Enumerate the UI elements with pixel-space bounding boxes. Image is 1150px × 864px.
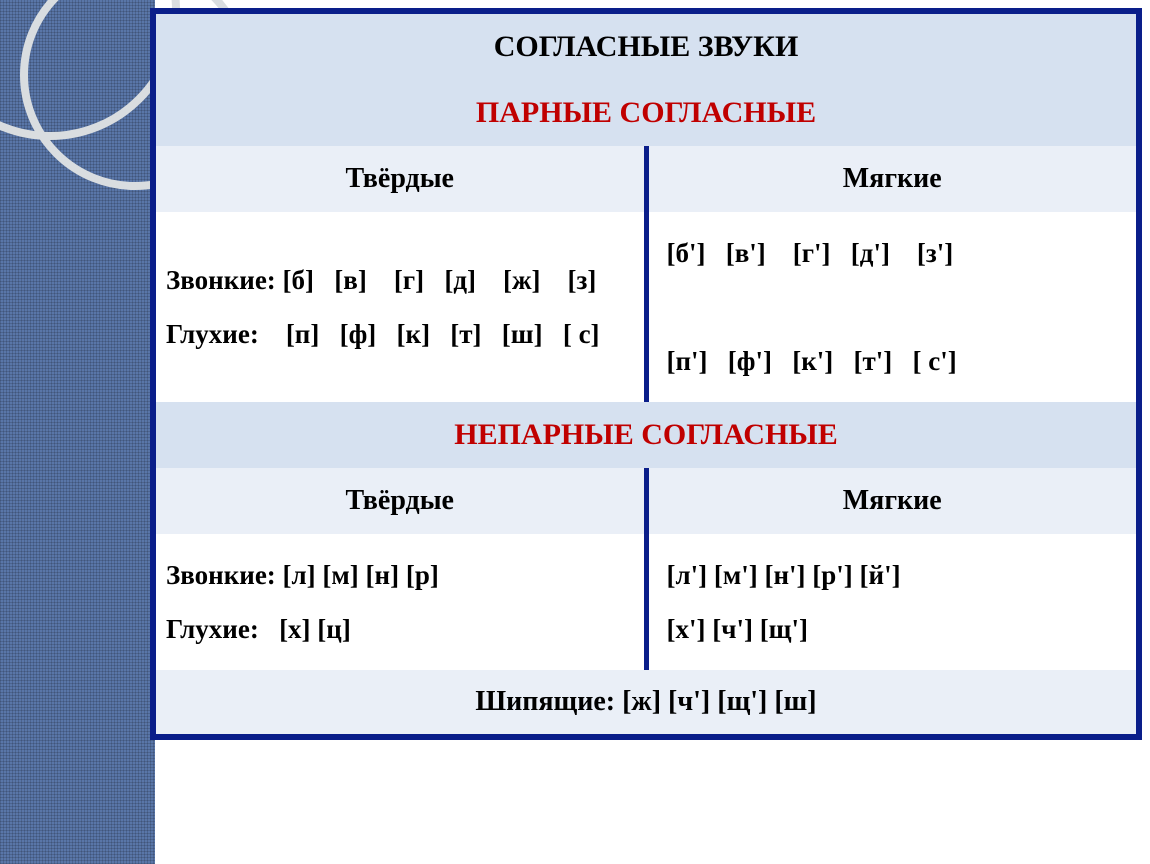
paired-soft-cell: [б'] [в'] [г'] [д'] [з'] [п'] [ф'] [к'] …: [646, 212, 1136, 402]
paired-header-row: Твёрдые Мягкие: [156, 146, 1136, 212]
unpaired-soft-cell: [л'] [м'] [н'] [р'] [й'] [х'] [ч'] [щ']: [646, 534, 1136, 670]
footer-row: Шипящие: [ж] [ч'] [щ'] [ш]: [156, 670, 1136, 734]
section-paired: ПАРНЫЕ СОГЛАСНЫЕ: [156, 80, 1136, 146]
section-paired-label: ПАРНЫЕ СОГЛАСНЫЕ: [156, 80, 1136, 146]
paired-hard-cell: Звонкие: [б] [в] [г] [д] [ж] [з] Глухие:…: [156, 212, 646, 402]
section-unpaired-label: НЕПАРНЫЕ СОГЛАСНЫЕ: [156, 402, 1136, 468]
section-unpaired: НЕПАРНЫЕ СОГЛАСНЫЕ: [156, 402, 1136, 468]
title-row: СОГЛАСНЫЕ ЗВУКИ: [156, 14, 1136, 80]
footer-sibilants: Шипящие: [ж] [ч'] [щ'] [ш]: [156, 670, 1136, 734]
table-title: СОГЛАСНЫЕ ЗВУКИ: [156, 14, 1136, 80]
consonants-table-container: СОГЛАСНЫЕ ЗВУКИ ПАРНЫЕ СОГЛАСНЫЕ Твёрдые…: [150, 8, 1142, 740]
paired-body-row: Звонкие: [б] [в] [г] [д] [ж] [з] Глухие:…: [156, 212, 1136, 402]
col-soft-header-2: Мягкие: [646, 468, 1136, 534]
unpaired-header-row: Твёрдые Мягкие: [156, 468, 1136, 534]
consonants-table: СОГЛАСНЫЕ ЗВУКИ ПАРНЫЕ СОГЛАСНЫЕ Твёрдые…: [156, 14, 1136, 734]
col-hard-header-2: Твёрдые: [156, 468, 646, 534]
unpaired-hard-cell: Звонкие: [л] [м] [н] [р] Глухие: [х] [ц]: [156, 534, 646, 670]
col-soft-header: Мягкие: [646, 146, 1136, 212]
unpaired-body-row: Звонкие: [л] [м] [н] [р] Глухие: [х] [ц]…: [156, 534, 1136, 670]
col-hard-header: Твёрдые: [156, 146, 646, 212]
